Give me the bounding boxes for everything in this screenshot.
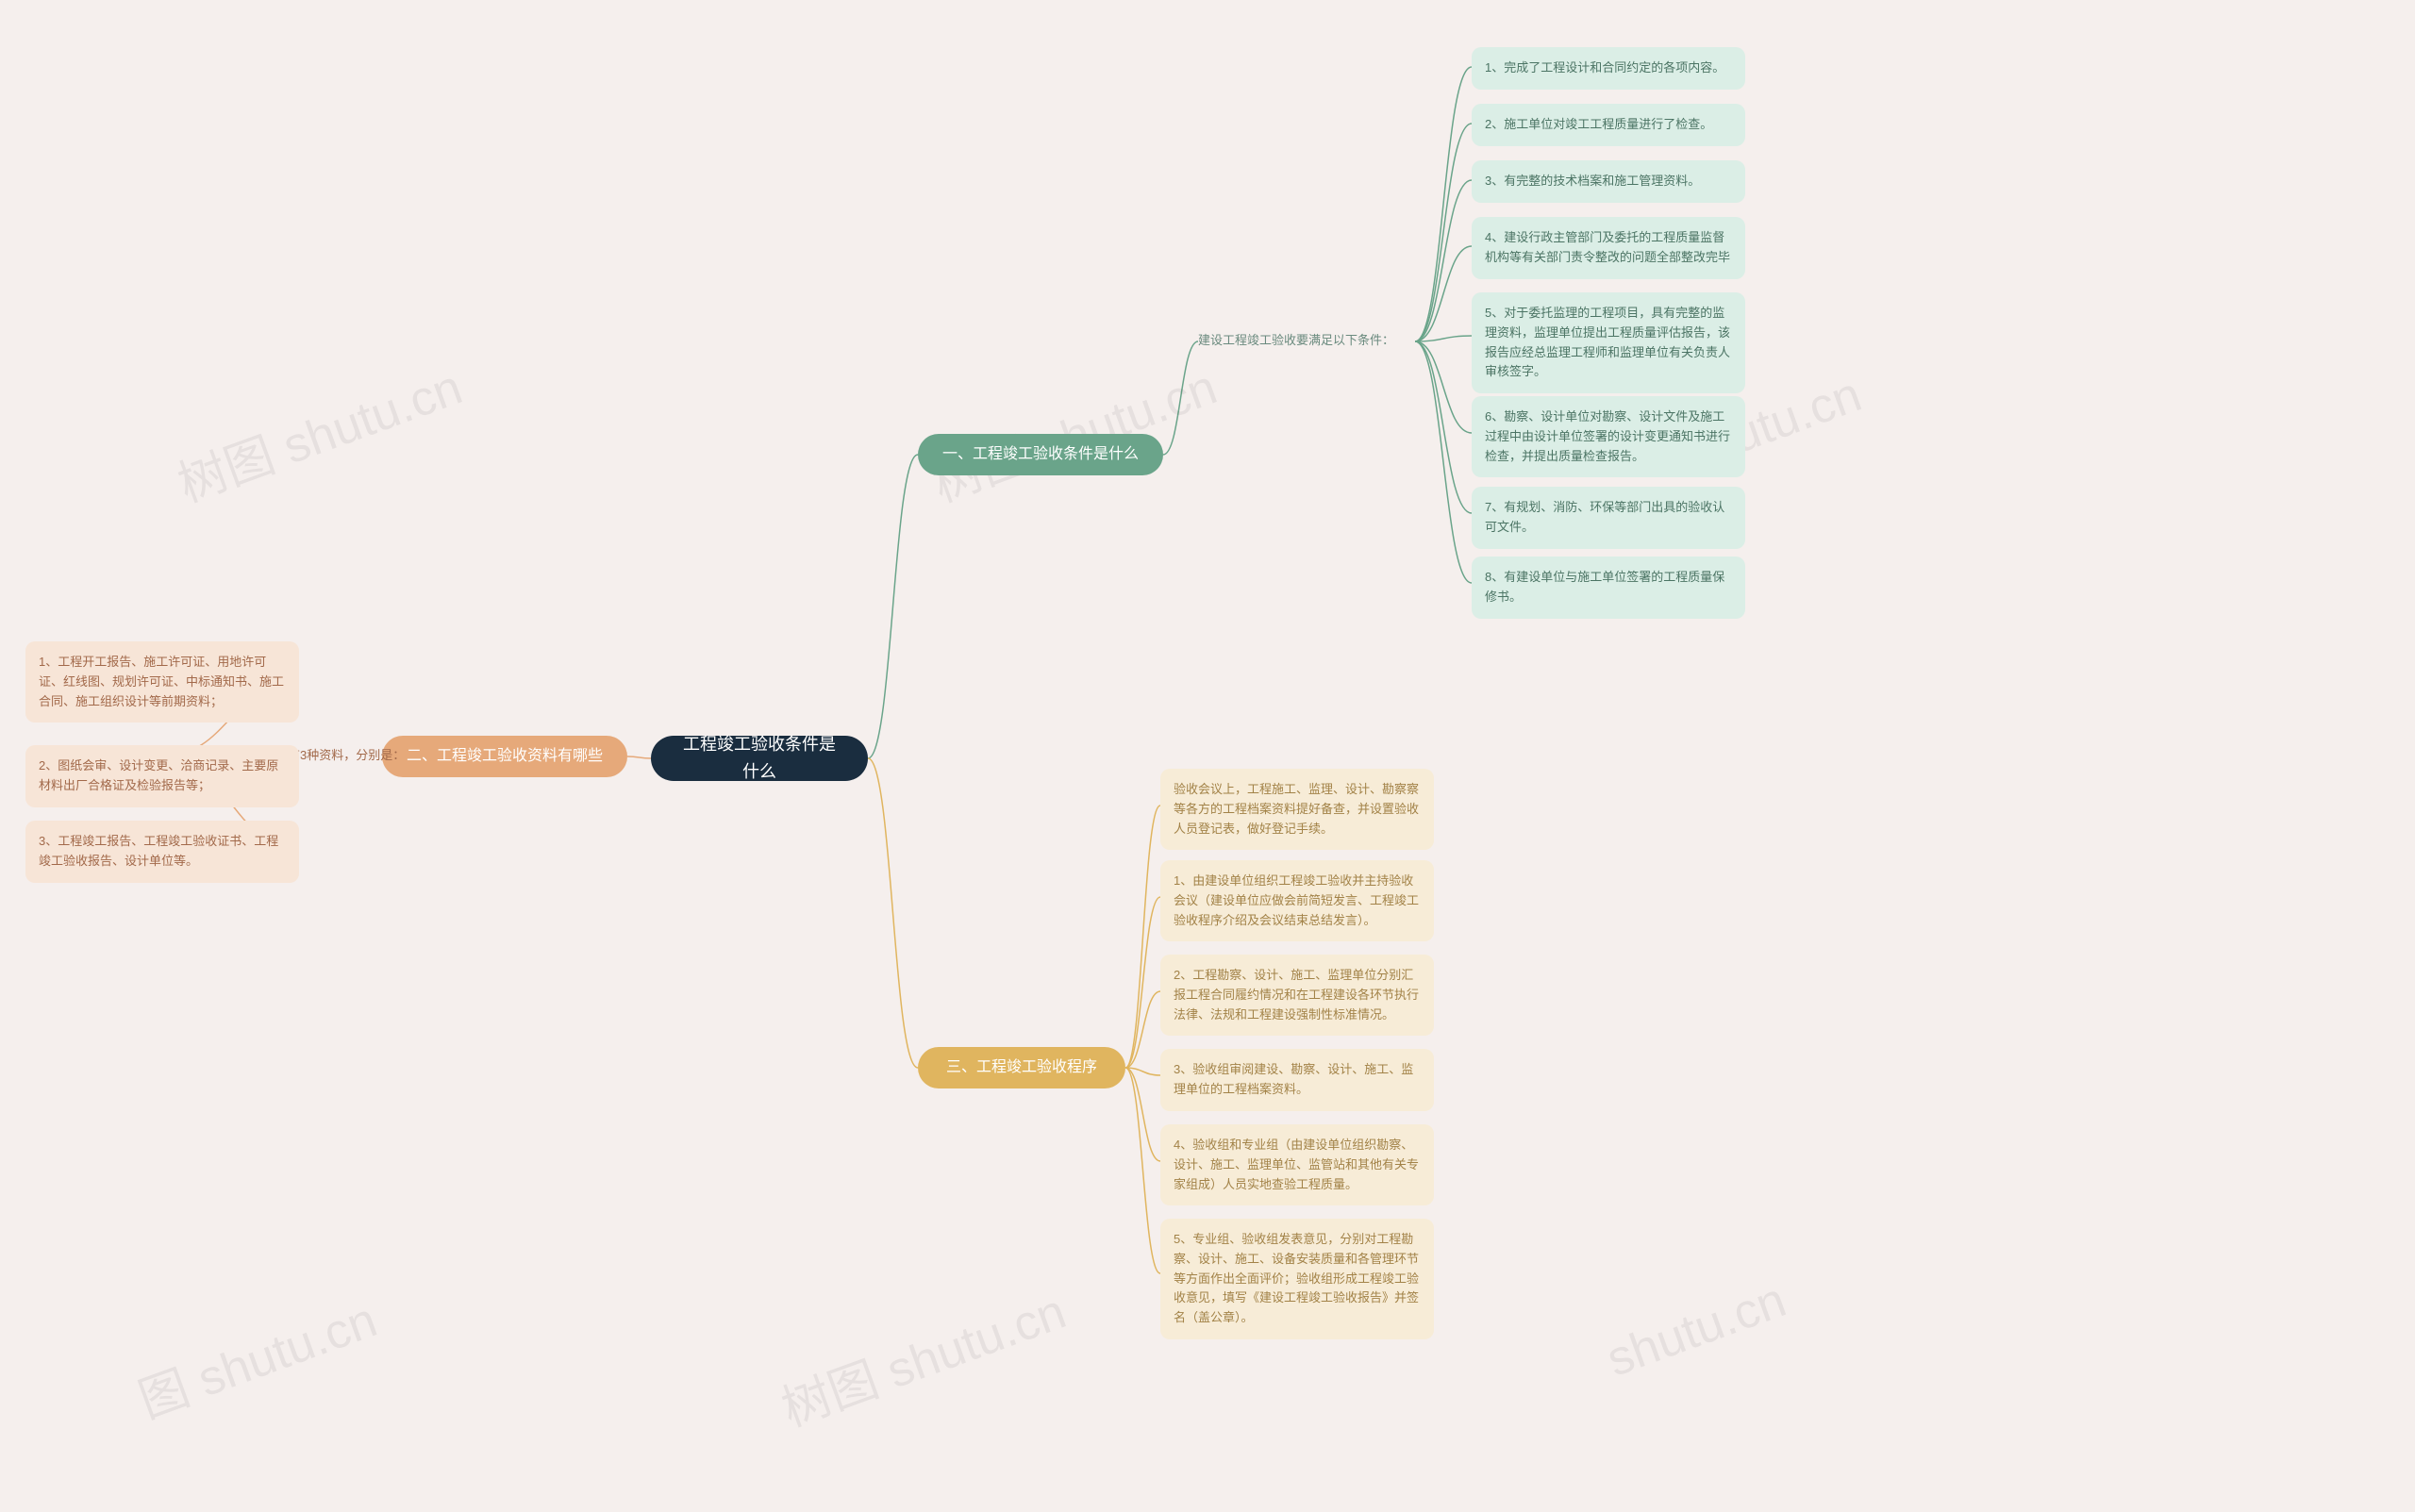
leaf-node: 4、建设行政主管部门及委托的工程质量监督机构等有关部门责令整改的问题全部整改完毕 — [1472, 217, 1745, 279]
branch-node-b1: 一、工程竣工验收条件是什么 — [918, 434, 1163, 475]
watermark: 树图 shutu.cn — [922, 347, 1225, 515]
watermark: shutu.cn — [1600, 1271, 1793, 1388]
branch-node-b3: 三、工程竣工验收程序 — [918, 1047, 1125, 1088]
leaf-node: 3、有完整的技术档案和施工管理资料。 — [1472, 160, 1745, 203]
leaf-node: 1、工程开工报告、施工许可证、用地许可证、红线图、规划许可证、中标通知书、施工合… — [25, 641, 299, 723]
leaf-node: 6、勘察、设计单位对勘察、设计文件及施工过程中由设计单位签署的设计变更通知书进行… — [1472, 396, 1745, 477]
root-node: 工程竣工验收条件是什么 — [651, 736, 868, 781]
leaf-node: 1、由建设单位组织工程竣工验收并主持验收会议（建设单位应做会前简短发言、工程竣工… — [1160, 860, 1434, 941]
leaf-node: 4、验收组和专业组（由建设单位组织勘察、设计、施工、监理单位、监管站和其他有关专… — [1160, 1124, 1434, 1205]
leaf-node: 验收会议上，工程施工、监理、设计、勘察察等各方的工程档案资料提好备查，并设置验收… — [1160, 769, 1434, 850]
leaf-node: 1、完成了工程设计和合同约定的各项内容。 — [1472, 47, 1745, 90]
leaf-node: 2、施工单位对竣工工程质量进行了检查。 — [1472, 104, 1745, 146]
leaf-node: 2、工程勘察、设计、施工、监理单位分别汇报工程合同履约情况和在工程建设各环节执行… — [1160, 955, 1434, 1036]
watermark: 图 shutu.cn — [127, 1280, 385, 1431]
watermark: 树图 shutu.cn — [771, 1271, 1074, 1439]
leaf-node: 3、验收组审阅建设、勘察、设计、施工、监理单位的工程档案资料。 — [1160, 1049, 1434, 1111]
leaf-node: 2、图纸会审、设计变更、洽商记录、主要原材料出厂合格证及检验报告等； — [25, 745, 299, 807]
leaf-node: 5、对于委托监理的工程项目，具有完整的监理资料，监理单位提出工程质量评估报告，该… — [1472, 292, 1745, 393]
leaf-node: 8、有建设单位与施工单位签署的工程质量保修书。 — [1472, 557, 1745, 619]
leaf-node: 3、工程竣工报告、工程竣工验收证书、工程竣工验收报告、设计单位等。 — [25, 821, 299, 883]
watermark: 树图 shutu.cn — [167, 347, 471, 515]
leaf-node: 7、有规划、消防、环保等部门出具的验收认可文件。 — [1472, 487, 1745, 549]
leaf-node: 5、专业组、验收组发表意见，分别对工程勘察、设计、施工、设备安装质量和各管理环节… — [1160, 1219, 1434, 1339]
sub-label-b1: 建设工程竣工验收要满足以下条件： — [1198, 330, 1453, 348]
